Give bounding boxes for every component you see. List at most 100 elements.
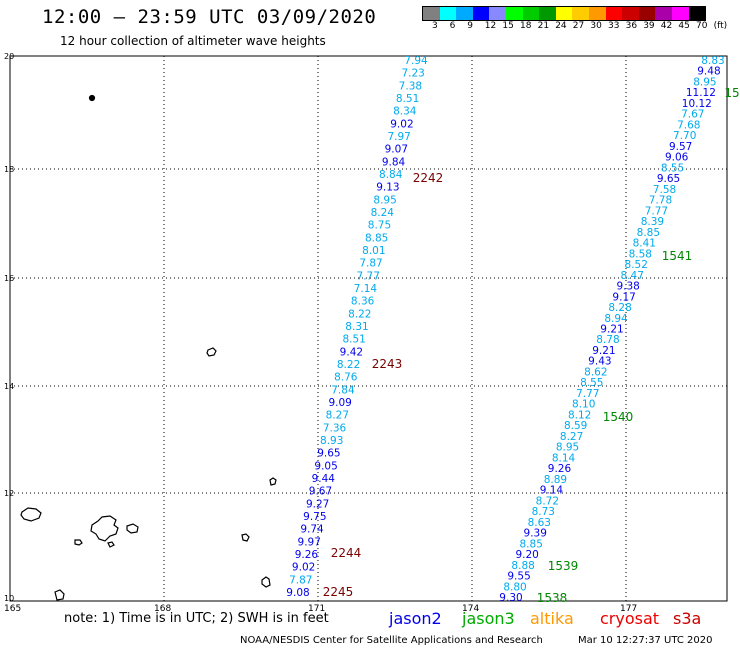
track-value-label: 9.57 (669, 141, 692, 153)
track-value-label: 7.70 (673, 130, 696, 142)
track-value-label: 8.84 (379, 169, 403, 181)
legend-swatch (622, 7, 639, 20)
track-value-label: 8.41 (633, 238, 656, 250)
track-value-label: 9.42 (340, 346, 363, 358)
map-subtitle: 12 hour collection of altimeter wave hei… (60, 34, 326, 48)
legend-swatch (572, 7, 589, 20)
pass-time-label: 1539 (548, 559, 579, 573)
track-value-label: 8.63 (528, 517, 551, 529)
track-value-label: 11.12 (686, 87, 716, 99)
track-value-label: 9.27 (306, 498, 329, 510)
legend-label: (ft) (713, 21, 728, 31)
track-value-label: 8.80 (503, 581, 526, 593)
track-value-label: 9.65 (317, 448, 340, 460)
track-value-label: 8.31 (345, 321, 368, 333)
track-value-label: 7.38 (399, 80, 422, 92)
track-value-label: 7.94 (404, 55, 428, 67)
track-value-label: 8.76 (334, 372, 358, 384)
track-value-label: 9.17 (612, 291, 635, 303)
track-value-label: 7.68 (677, 119, 700, 131)
island-cluster-4 (74, 539, 83, 546)
track-value-label: 9.26 (295, 549, 319, 561)
pass-time-label: 2243 (372, 357, 403, 371)
track-value-label: 9.21 (592, 345, 615, 357)
track-value-label: 8.72 (536, 495, 559, 507)
track-value-label: 8.51 (396, 93, 419, 105)
track-value-label: 9.02 (390, 118, 413, 130)
x-tick-label: 171 (308, 604, 325, 614)
track-value-label: 8.62 (584, 366, 607, 378)
legend-swatch (472, 7, 490, 20)
track-value-label: 9.67 (309, 486, 332, 498)
pass-time-label: 2242 (413, 171, 444, 185)
pass-time-label: 2244 (331, 546, 362, 560)
track-value-label: 8.27 (326, 410, 349, 422)
track-value-label: 8.39 (641, 216, 664, 228)
track-value-label: 8.22 (337, 359, 360, 371)
track-value-label: 7.58 (653, 184, 676, 196)
pass-time-label: 15 (724, 86, 739, 100)
track-value-label: 8.78 (596, 334, 619, 346)
track-value-label: 9.13 (376, 182, 399, 194)
legend-swatch (688, 7, 706, 20)
track-value-label: 8.89 (544, 474, 567, 486)
island-cluster-1 (20, 507, 42, 522)
graticule (10, 56, 727, 601)
track-value-label: 8.93 (320, 435, 343, 447)
color-legend: 3 6 9 12 15 18 21 24 27 30 33 36 39 42 45 70 (ft) (422, 6, 727, 31)
x-tick-label: 168 (154, 604, 171, 614)
island-west-2 (269, 477, 277, 486)
track-value-label: 9.08 (286, 587, 309, 599)
legend-label: 27 (572, 21, 585, 31)
pass-time-labels: 2242 2243 2244 2245 15 1541 1540 1539 1538 (323, 86, 740, 605)
legend-label: 9 (467, 21, 473, 31)
legend-label: 36 (625, 21, 638, 31)
track-value-label: 8.85 (365, 232, 388, 244)
y-tick-label: 12 (4, 489, 14, 498)
track-value-label: 8.14 (552, 452, 576, 464)
track-value-label: 9.09 (328, 397, 351, 409)
island-cluster-7 (261, 576, 271, 588)
island-north (88, 94, 96, 102)
island-cluster-8 (54, 589, 65, 601)
track-value-label: 9.14 (540, 485, 564, 497)
track-value-label: 8.36 (351, 296, 375, 308)
track-value-label: 9.20 (515, 549, 538, 561)
track-value-label: 8.85 (520, 538, 543, 550)
track-value-label: 8.55 (580, 377, 603, 389)
pass-time-label: 2245 (323, 585, 354, 599)
track-value-label: 8.22 (348, 308, 371, 320)
track-value-label: 8.01 (362, 245, 385, 257)
x-tick-label: 165 (4, 604, 21, 614)
island-cluster-6 (241, 533, 250, 542)
pass-time-label: 1538 (537, 591, 568, 605)
track-value-label: 7.23 (401, 68, 424, 80)
track-value-label: 8.10 (572, 399, 595, 411)
legend-swatches (422, 6, 707, 21)
track-value-label: 9.38 (616, 281, 639, 293)
track-value-label: 10.12 (682, 98, 712, 110)
track-value-label: 9.97 (298, 536, 321, 548)
track-value-label: 9.43 (588, 356, 611, 368)
track-value-label: 7.77 (645, 205, 668, 217)
islands (20, 94, 277, 601)
track-value-label: 8.59 (564, 420, 587, 432)
track-value-label: 7.67 (681, 109, 704, 121)
track-value-label: 9.05 (314, 460, 337, 472)
track-value-label: 8.28 (608, 302, 631, 314)
legend-swatch (522, 7, 540, 20)
track-value-label: 8.24 (371, 207, 395, 219)
sat-cryosat: cryosat (600, 609, 660, 628)
track-value-label: 8.95 (373, 194, 396, 206)
legend-label: 18 (520, 21, 532, 31)
pass-time-label: 1541 (662, 249, 693, 263)
track-value-label: 7.87 (289, 574, 312, 586)
track-value-label: 7.36 (323, 422, 347, 434)
track-value-label: 7.84 (331, 384, 355, 396)
legend-label: 33 (608, 21, 620, 31)
legend-label: 30 (590, 21, 602, 31)
island-cluster-5 (107, 541, 115, 548)
track-value-label: 8.94 (604, 313, 628, 325)
track-value-label: 8.12 (568, 409, 591, 421)
sat-jason3: jason3 (462, 609, 515, 628)
